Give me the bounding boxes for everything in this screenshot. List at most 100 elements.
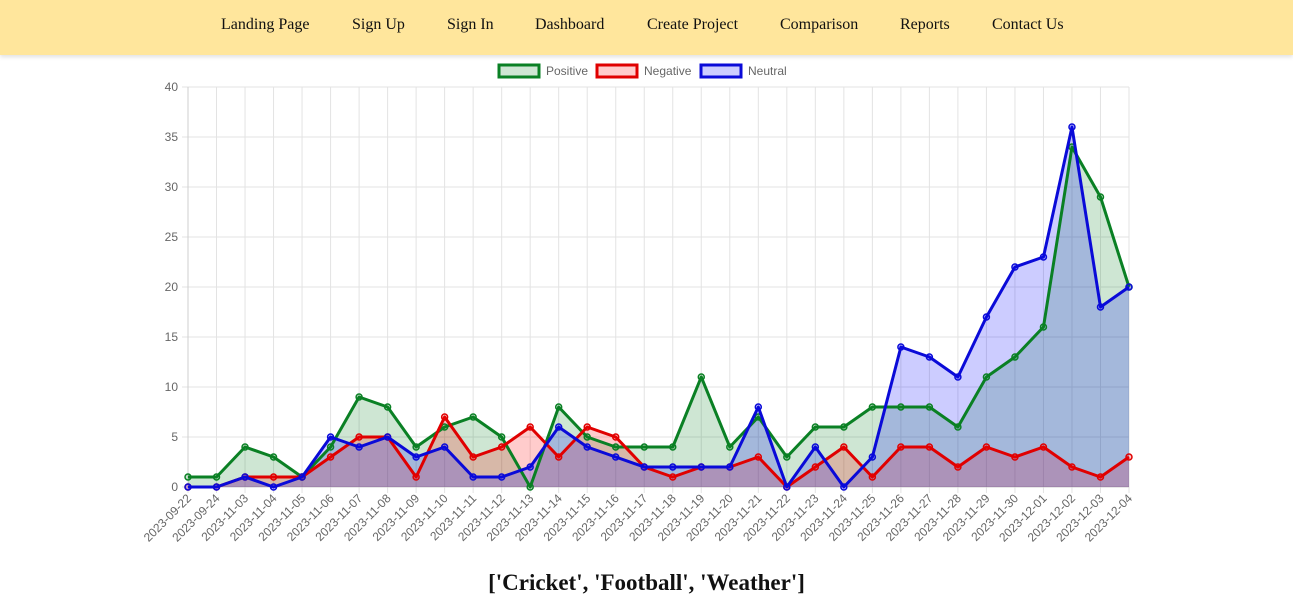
nav-sign-in[interactable]: Sign In [447,16,494,33]
nav-dashboard[interactable]: Dashboard [535,16,605,33]
nav-contact-us[interactable]: Contact Us [992,16,1064,33]
data-point-neutral [1039,253,1048,261]
data-point-neutral [697,463,706,471]
data-point-neutral [1125,283,1133,291]
nav-landing-page[interactable]: Landing Page [221,16,310,33]
y-tick-label: 5 [171,430,178,444]
data-point-positive [184,473,192,481]
nav-reports[interactable]: Reports [900,16,950,33]
legend-swatch-neutral [699,63,743,79]
data-point-neutral [412,453,420,461]
data-point-positive [212,473,221,481]
data-point-positive [1039,323,1048,331]
data-point-negative [497,443,506,451]
data-point-positive [982,373,991,381]
data-point-negative [326,453,335,461]
data-point-positive [868,403,877,411]
data-point-negative [1068,463,1076,471]
data-point-positive [326,443,335,451]
data-point-neutral [754,403,763,411]
data-point-positive [497,433,506,441]
data-point-neutral [355,443,363,451]
legend-label-neutral: Neutral [748,64,787,78]
data-point-neutral [669,463,677,471]
data-point-negative [982,443,991,451]
chart-container: 0 5 10 15 20 25 30 35 40 2023-09-22 2023-09-24 2023… [0,55,1293,568]
data-point-neutral [469,473,477,481]
data-point-positive [440,423,449,431]
data-point-neutral [554,423,563,431]
data-point-positive [554,403,563,411]
data-point-positive [469,413,477,421]
data-point-positive [1096,193,1105,201]
y-tick-label: 30 [165,180,179,194]
data-point-negative [868,473,877,481]
data-point-negative [897,443,905,451]
series-area-neutral [188,127,1129,487]
data-point-neutral [526,463,534,471]
data-point-negative [811,463,820,471]
data-point-neutral [811,443,820,451]
data-point-neutral [298,473,306,481]
data-point-negative [754,453,763,461]
data-point-neutral [1096,303,1105,311]
data-point-negative [440,413,449,421]
data-point-neutral [497,473,506,481]
data-point-neutral [440,443,449,451]
data-point-positive [526,483,534,491]
data-point-neutral [726,463,734,471]
data-point-neutral [982,313,991,321]
data-point-negative [669,473,677,481]
data-point-neutral [212,483,221,491]
data-point-positive [640,443,648,451]
data-point-negative [1096,473,1105,481]
nav-sign-up[interactable]: Sign Up [352,16,405,33]
data-point-negative [412,473,420,481]
y-tick-label: 0 [171,480,178,494]
series-line-positive [188,145,1131,489]
data-point-negative [954,463,962,471]
data-point-neutral [954,373,962,381]
data-point-positive [783,453,791,461]
data-point-negative [840,443,848,451]
data-point-positive [954,423,962,431]
data-point-positive [412,443,420,451]
data-point-neutral [897,343,905,351]
y-tick-label: 20 [165,280,179,294]
data-point-neutral [1011,263,1019,271]
data-point-neutral [184,483,192,491]
data-point-positive [669,443,677,451]
nav-create-project[interactable]: Create Project [647,16,739,33]
data-point-positive [1011,353,1019,361]
data-point-positive [383,403,392,411]
y-tick-label: 15 [165,330,179,344]
data-point-negative [611,433,620,441]
top-navbar: Landing Page Sign Up Sign In Dashboard C… [0,0,1293,55]
data-point-neutral [269,483,278,491]
y-tick-label: 40 [165,80,179,94]
series-line-neutral [188,125,1130,489]
data-point-negative [469,453,477,461]
data-point-neutral [326,433,335,441]
nav-comparison[interactable]: Comparison [780,16,859,33]
data-point-positive [811,423,820,431]
data-point-positive [726,443,734,451]
data-point-negative [925,443,934,451]
legend-swatch-positive [497,63,541,79]
data-point-negative [1011,453,1019,461]
data-point-negative [1125,453,1133,461]
data-point-neutral [925,353,934,361]
series-area-positive [188,147,1129,487]
data-point-neutral [640,463,648,471]
data-point-positive [355,393,363,401]
data-point-neutral [583,443,591,451]
data-point-negative [355,433,363,441]
y-tick-label: 25 [165,230,179,244]
data-point-positive [925,403,934,411]
data-point-positive [697,373,706,381]
data-point-neutral [840,483,848,491]
data-point-neutral [383,433,392,441]
data-point-positive [897,403,905,411]
data-point-neutral [868,453,877,461]
data-point-neutral [241,473,249,481]
